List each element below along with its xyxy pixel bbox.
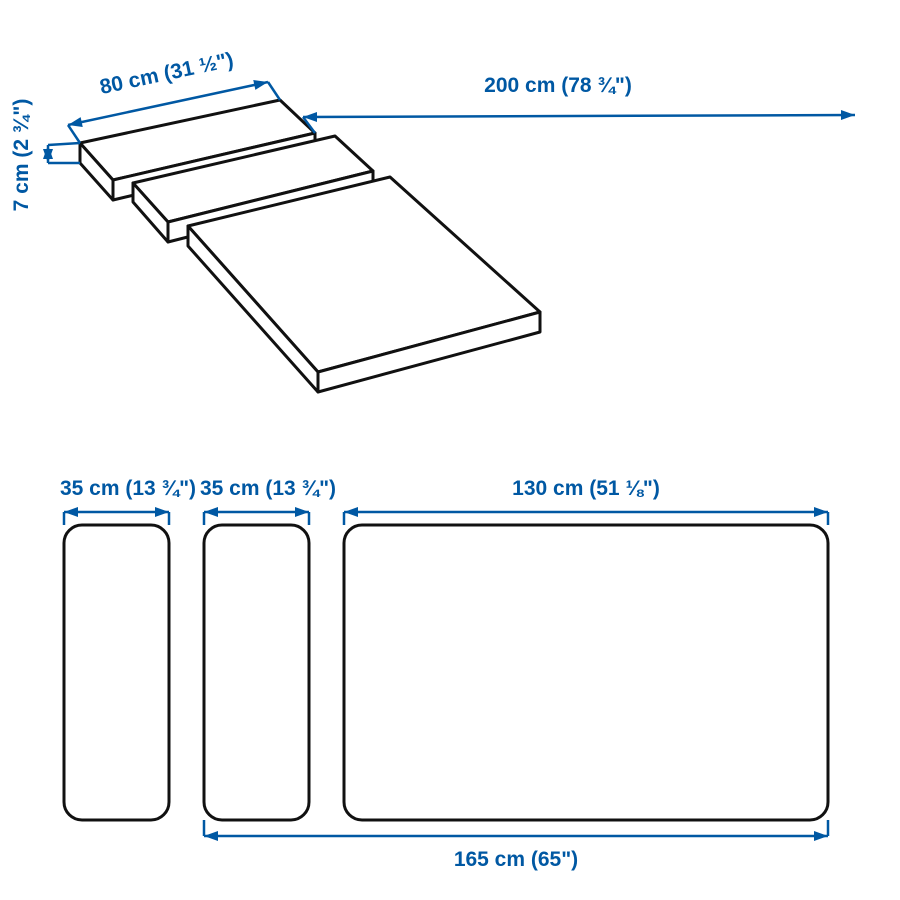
dim-label-section1: 35 cm (13 ¾") <box>60 477 196 500</box>
rect-section2 <box>204 525 309 820</box>
dim-label-combined: 165 cm (65") <box>454 848 578 871</box>
plan-view <box>64 525 828 820</box>
dimension-diagram: 80 cm (31 ½") 200 cm (78 ¾") 7 cm (2 ¾") 35… <box>0 0 900 900</box>
dim-label-thickness: 7 cm (2 ¾") <box>10 99 33 212</box>
rect-section3 <box>344 525 828 820</box>
rect-section1 <box>64 525 169 820</box>
dim-label-width: 80 cm (31 ½") <box>98 48 236 99</box>
dim-label-section3: 130 cm (51 ⅛") <box>512 477 660 500</box>
isometric-view <box>80 100 540 392</box>
dim-label-section2: 35 cm (13 ¾") <box>200 477 336 500</box>
dim-label-length: 200 cm (78 ¾") <box>484 74 632 97</box>
